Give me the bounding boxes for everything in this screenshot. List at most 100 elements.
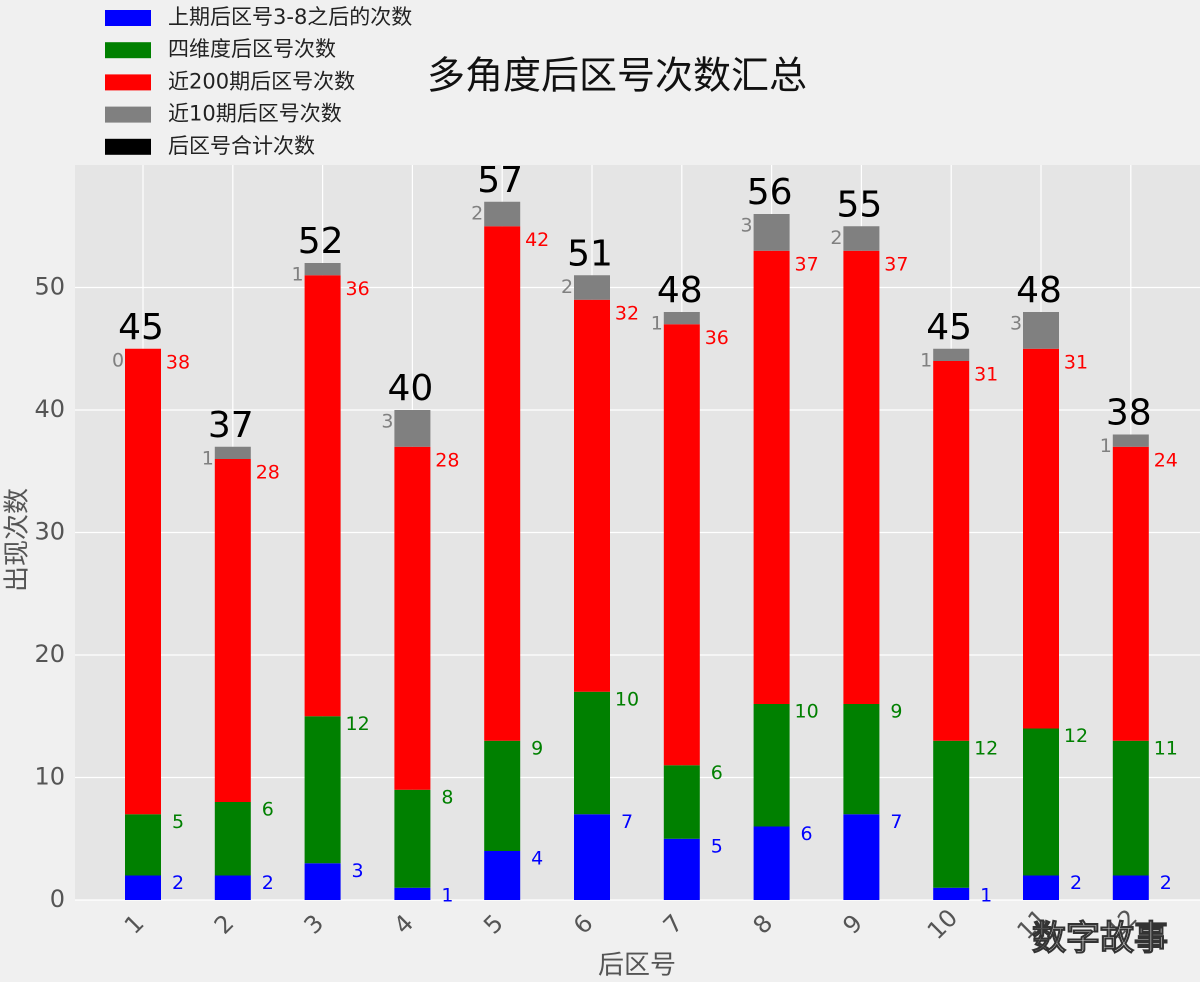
value-label: 1 bbox=[980, 884, 992, 906]
legend-label: 近10期后区号次数 bbox=[168, 102, 342, 126]
value-label: 1 bbox=[651, 313, 663, 335]
bar-segment bbox=[843, 704, 880, 815]
bar-segment bbox=[1112, 740, 1149, 876]
value-label: 32 bbox=[615, 302, 639, 324]
total-label: 51 bbox=[567, 233, 613, 274]
y-tick-label: 0 bbox=[50, 885, 65, 913]
value-label: 1 bbox=[292, 264, 304, 286]
value-label: 42 bbox=[525, 229, 549, 251]
value-label: 38 bbox=[166, 351, 190, 373]
value-label: 9 bbox=[531, 737, 543, 759]
x-tick-label: 4 bbox=[388, 909, 419, 940]
value-label: 6 bbox=[262, 799, 274, 821]
bar-segment bbox=[574, 275, 610, 300]
bar-segment bbox=[304, 863, 341, 900]
bar-segment bbox=[843, 226, 880, 251]
total-label: 40 bbox=[387, 368, 433, 409]
total-label: 48 bbox=[1016, 270, 1062, 311]
bar-segment bbox=[125, 348, 161, 815]
x-tick-label: 5 bbox=[478, 909, 509, 940]
bar-segment bbox=[394, 887, 431, 900]
value-label: 28 bbox=[256, 462, 280, 484]
bar-segment bbox=[663, 324, 700, 766]
y-axis-label: 出现次数 bbox=[3, 488, 33, 592]
x-tick-label: 2 bbox=[209, 909, 240, 940]
value-label: 7 bbox=[621, 811, 633, 833]
value-label: 24 bbox=[1154, 449, 1178, 471]
bar-segment bbox=[663, 312, 700, 325]
value-label: 9 bbox=[890, 701, 902, 723]
bar-segment bbox=[214, 459, 251, 802]
legend-swatch bbox=[105, 74, 151, 91]
y-tick-label: 40 bbox=[34, 395, 65, 423]
bar-segment bbox=[843, 814, 880, 900]
legend-swatch bbox=[105, 42, 151, 59]
value-label: 2 bbox=[1070, 872, 1082, 894]
bar-segment bbox=[1023, 728, 1059, 876]
value-label: 31 bbox=[974, 364, 998, 386]
bar-segment bbox=[933, 361, 970, 741]
x-tick-label: 1 bbox=[119, 909, 150, 940]
value-label: 5 bbox=[172, 811, 184, 833]
total-label: 52 bbox=[298, 221, 344, 262]
value-label: 0 bbox=[112, 349, 124, 371]
bar-segment bbox=[574, 691, 610, 815]
bar-segment bbox=[1112, 434, 1149, 447]
bar-segment bbox=[304, 275, 341, 717]
value-label: 3 bbox=[352, 860, 364, 882]
bar-segment bbox=[125, 814, 161, 876]
total-label: 38 bbox=[1106, 393, 1152, 434]
value-label: 12 bbox=[346, 713, 370, 735]
value-label: 12 bbox=[974, 737, 998, 759]
x-tick-label: 9 bbox=[837, 909, 868, 940]
total-label: 56 bbox=[747, 172, 793, 213]
value-label: 1 bbox=[920, 349, 932, 371]
total-label: 48 bbox=[657, 270, 703, 311]
bar-segment bbox=[1023, 348, 1059, 729]
value-label: 6 bbox=[801, 823, 813, 845]
x-tick-label: 3 bbox=[299, 909, 330, 940]
bar-segment bbox=[394, 789, 431, 888]
watermark: 数字故事 bbox=[1032, 919, 1168, 959]
value-label: 2 bbox=[561, 276, 573, 298]
bar-segment bbox=[125, 875, 161, 900]
bar-segment bbox=[933, 740, 970, 888]
value-label: 3 bbox=[1010, 313, 1022, 335]
value-label: 1 bbox=[441, 884, 453, 906]
bar-segment bbox=[304, 263, 341, 276]
bar-segment bbox=[484, 201, 521, 227]
bar-segment bbox=[843, 250, 880, 704]
legend-label: 上期后区号3-8之后的次数 bbox=[168, 5, 412, 29]
bar-segment bbox=[394, 446, 431, 790]
bar-segment bbox=[484, 740, 521, 851]
chart-title: 多角度后区号次数汇总 bbox=[427, 54, 807, 98]
value-label: 36 bbox=[705, 327, 729, 349]
legend-label: 后区号合计次数 bbox=[168, 134, 315, 158]
bar-segment bbox=[574, 814, 610, 900]
y-tick-label: 50 bbox=[34, 273, 65, 301]
x-tick-label: 7 bbox=[658, 909, 689, 940]
legend-swatch bbox=[105, 138, 151, 155]
value-label: 2 bbox=[471, 202, 483, 224]
value-label: 8 bbox=[441, 786, 453, 808]
bar-segment bbox=[1023, 875, 1059, 900]
value-label: 11 bbox=[1154, 737, 1178, 759]
value-label: 3 bbox=[741, 215, 753, 237]
value-label: 5 bbox=[711, 835, 723, 857]
total-label: 45 bbox=[118, 307, 164, 348]
value-label: 28 bbox=[435, 449, 459, 471]
value-label: 7 bbox=[890, 811, 902, 833]
value-label: 31 bbox=[1064, 351, 1088, 373]
legend-label: 近200期后区号次数 bbox=[168, 69, 355, 93]
legend-swatch bbox=[105, 10, 151, 26]
value-label: 2 bbox=[830, 227, 842, 249]
x-tick-label: 6 bbox=[568, 909, 599, 940]
bar-segment bbox=[933, 887, 970, 900]
value-label: 3 bbox=[381, 411, 393, 433]
total-label: 57 bbox=[477, 160, 523, 201]
legend-label: 四维度后区号次数 bbox=[168, 37, 336, 61]
bar-segment bbox=[753, 250, 790, 704]
bar-segment bbox=[753, 826, 790, 900]
bar-segment bbox=[574, 299, 610, 692]
